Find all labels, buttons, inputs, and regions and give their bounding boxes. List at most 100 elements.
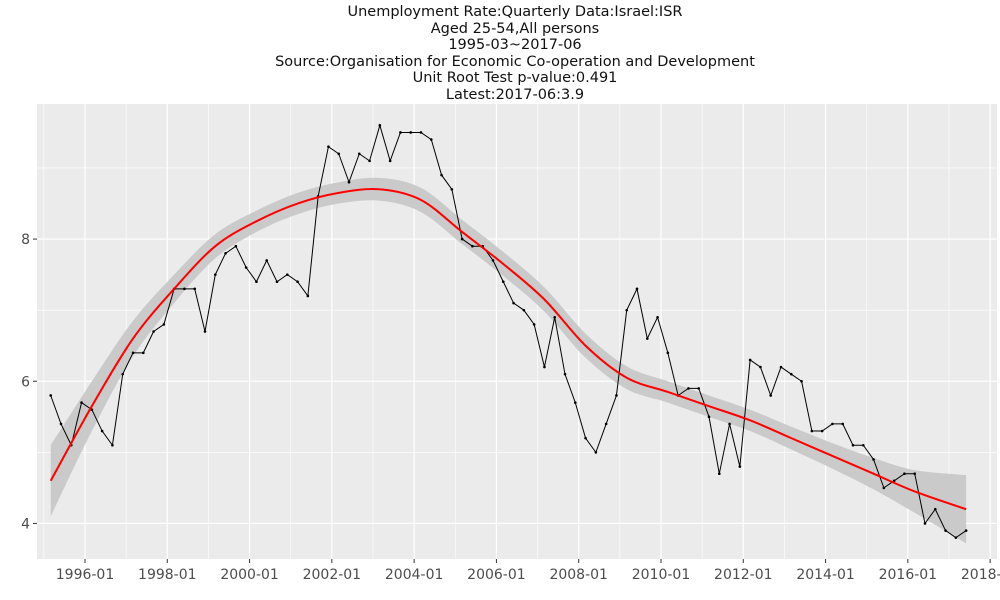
- data-point: [419, 131, 423, 134]
- data-point: [255, 280, 258, 284]
- data-point: [553, 315, 557, 319]
- data-point: [59, 422, 63, 426]
- data-point: [347, 180, 351, 184]
- data-point: [543, 365, 546, 369]
- data-point: [789, 372, 793, 376]
- data-point: [645, 337, 649, 340]
- data-point: [851, 443, 855, 447]
- data-point: [810, 429, 814, 433]
- data-point: [357, 152, 361, 156]
- data-point: [234, 244, 238, 248]
- data-point: [429, 138, 433, 141]
- x-tick-label: 2014-01: [796, 567, 855, 583]
- x-tick-label: 1996-01: [56, 567, 115, 583]
- data-point: [460, 237, 464, 241]
- x-tick-label: 2008-01: [549, 567, 608, 583]
- x-tick-label: 2016-01: [879, 567, 938, 583]
- y-tick-label: 4: [21, 516, 30, 532]
- series-line: [50, 123, 967, 539]
- data-point: [388, 159, 392, 163]
- data-point: [625, 308, 629, 312]
- data-point: [440, 173, 443, 177]
- chart-title: Unemployment Rate:Quarterly Data:Israel:…: [0, 4, 1000, 104]
- data-point: [604, 422, 608, 426]
- data-point: [203, 330, 207, 333]
- data-point: [471, 244, 474, 248]
- plot-panel: [37, 104, 997, 559]
- data-point: [584, 436, 587, 440]
- data-point: [892, 479, 896, 483]
- data-point: [882, 486, 886, 490]
- data-point: [964, 529, 968, 532]
- data-point: [111, 443, 114, 447]
- data-point: [244, 266, 248, 269]
- data-point: [748, 358, 752, 362]
- data-point: [954, 536, 958, 539]
- data-point: [337, 152, 341, 156]
- data-point: [944, 529, 947, 532]
- data-point: [80, 401, 83, 404]
- data-point: [306, 294, 310, 298]
- data-point: [861, 443, 865, 447]
- data-point: [697, 387, 701, 390]
- title-line-5: Unit Root Test p-value:0.491: [412, 70, 618, 87]
- x-tick-label: 2002-01: [303, 567, 362, 583]
- data-point: [635, 287, 639, 291]
- y-tick-label: 6: [21, 374, 30, 390]
- data-point: [275, 280, 279, 284]
- data-point: [327, 145, 330, 148]
- data-point: [193, 287, 197, 291]
- data-point: [409, 131, 413, 134]
- title-line-2: Aged 25-54,All persons: [430, 20, 600, 37]
- data-point: [501, 280, 505, 284]
- data-point: [100, 429, 104, 433]
- data-point: [717, 472, 721, 475]
- data-point: [769, 394, 773, 397]
- data-point: [687, 387, 690, 390]
- data-point: [933, 507, 937, 511]
- data-point: [141, 351, 145, 355]
- x-tick-label: 2006-01: [467, 567, 526, 583]
- data-point: [666, 351, 670, 355]
- data-point: [368, 159, 371, 163]
- data-point: [923, 522, 927, 525]
- data-point: [183, 287, 186, 291]
- data-point: [491, 259, 495, 262]
- data-point: [512, 301, 515, 305]
- x-tick-label: 2012-01: [714, 567, 773, 583]
- data-point: [121, 372, 125, 376]
- data-point: [213, 273, 217, 276]
- data-point: [450, 188, 454, 191]
- data-point: [800, 379, 803, 383]
- title-line-6: Latest:2017-06:3.9: [445, 86, 585, 103]
- data-point: [522, 308, 526, 312]
- data-point: [573, 401, 577, 404]
- x-tick-label: 2000-01: [220, 567, 279, 583]
- y-tick-label: 8: [21, 232, 30, 248]
- title-line-3: 1995-03~2017-06: [448, 37, 582, 54]
- data-point: [779, 365, 783, 369]
- data-point: [656, 315, 659, 319]
- data-point: [759, 365, 762, 369]
- data-point: [152, 330, 155, 333]
- x-tick-label: 1998-01: [138, 567, 197, 583]
- data-point: [224, 251, 227, 255]
- data-point: [728, 422, 731, 426]
- data-point: [285, 273, 289, 276]
- data-point: [49, 394, 53, 397]
- data-point: [903, 472, 906, 475]
- data-point: [913, 472, 917, 475]
- title-line-4: Source:Organisation for Economic Co-oper…: [275, 53, 755, 70]
- data-point: [594, 451, 598, 454]
- x-tick-label: 2010-01: [632, 567, 691, 583]
- data-point: [738, 465, 742, 468]
- data-point: [841, 422, 845, 426]
- data-point: [563, 372, 567, 376]
- title-line-1: Unemployment Rate:Quarterly Data:Israel:…: [347, 4, 683, 20]
- data-point: [615, 394, 618, 397]
- data-point: [296, 280, 299, 284]
- data-point: [820, 429, 824, 433]
- data-point: [532, 323, 536, 326]
- data-point: [162, 323, 166, 326]
